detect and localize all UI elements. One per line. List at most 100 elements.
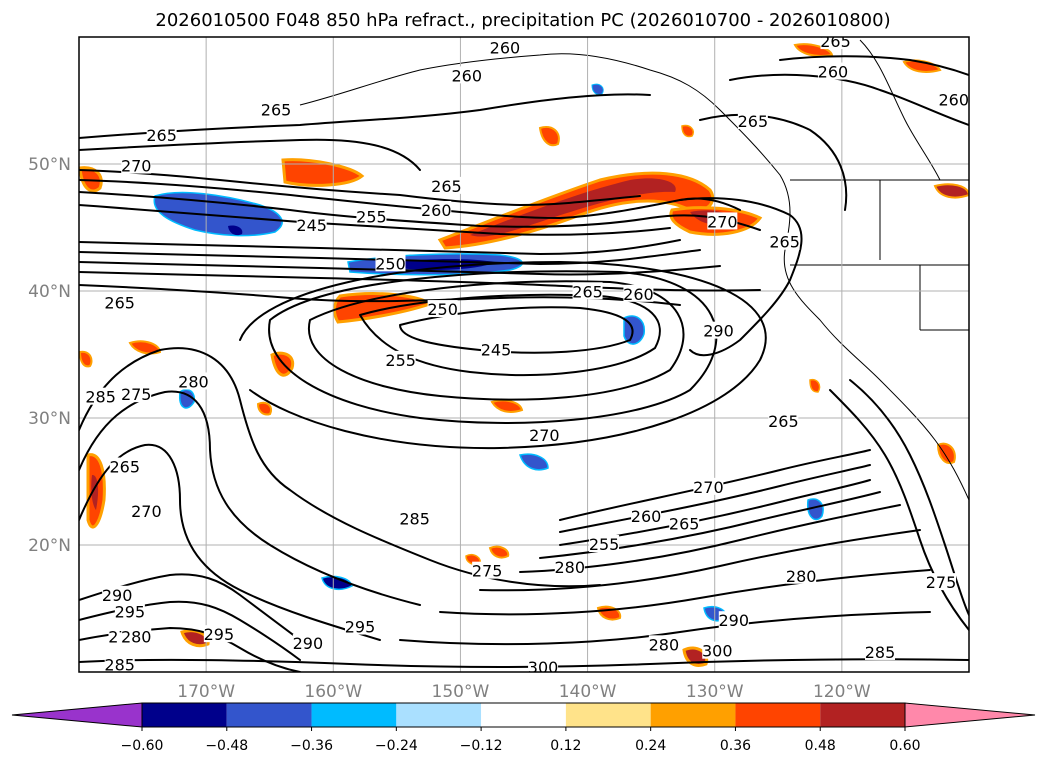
longitude-tick-label: 160°W — [304, 682, 362, 702]
contour-label-background — [203, 625, 234, 643]
contour-label: 285 — [85, 388, 116, 407]
colorbar-bin — [226, 703, 312, 727]
contour-label: 265 — [261, 101, 292, 120]
contour-label-background — [786, 566, 817, 584]
contour-label: 250 — [427, 300, 458, 319]
contour-label: 260 — [421, 201, 452, 220]
coastline — [299, 39, 969, 501]
contour-label-background — [121, 156, 152, 174]
contour-label: 285 — [104, 656, 135, 675]
contour-label-background — [768, 411, 799, 429]
contour-label: 270 — [131, 502, 162, 521]
longitude-tick-label: 150°W — [432, 682, 490, 702]
colorbar-tick-label: −0.60 — [121, 738, 164, 754]
contour-label: 295 — [345, 618, 376, 637]
contour-label-background — [292, 634, 323, 652]
contour-label: 245 — [481, 341, 512, 360]
contour-label-background — [375, 254, 406, 272]
contour-label: 290 — [719, 611, 750, 630]
longitude-tick-label: 130°W — [686, 682, 744, 702]
contour-label-background — [718, 611, 749, 629]
contour-label: 280 — [786, 567, 817, 586]
colorbar-tick-label: 0.12 — [550, 738, 581, 754]
colorbar-bin — [311, 703, 397, 727]
contour-label-background — [102, 585, 133, 603]
contour-label-background — [554, 557, 585, 575]
contour-label-background — [344, 617, 375, 635]
contour-label: 265 — [738, 112, 769, 131]
contour-label: 255 — [589, 535, 620, 554]
colorbar-bin — [396, 703, 482, 727]
contour-label: 290 — [293, 634, 324, 653]
colorbar-bin — [142, 703, 227, 727]
contour-label: 280 — [554, 558, 585, 577]
contour-label: 270 — [121, 157, 152, 176]
contour-label: 280 — [121, 628, 152, 647]
contour-label-background — [707, 212, 738, 230]
contour-label-background — [589, 535, 620, 552]
colorbar-tick-label: 0.36 — [720, 738, 751, 754]
contour-label: 300 — [528, 658, 559, 677]
contour-label-background — [85, 387, 116, 405]
contour-label: 290 — [102, 586, 133, 605]
contour-label-background — [472, 561, 503, 579]
contour-label: 275 — [472, 562, 503, 581]
contour-label-background — [737, 112, 768, 130]
colorbar-tick-label: −0.24 — [375, 738, 418, 754]
latitude-tick-label: 30°N — [28, 409, 71, 429]
contour-label: 260 — [818, 63, 849, 82]
contour-label-background — [385, 350, 416, 368]
contour-label: 260 — [490, 38, 521, 57]
contour-label: 265 — [104, 294, 135, 313]
colorbar-bin — [820, 703, 905, 727]
contour-label-background — [431, 176, 462, 194]
contour-label: 285 — [399, 510, 430, 529]
contour-label: 285 — [865, 643, 896, 662]
contour-label: 265 — [572, 282, 603, 301]
contour-label: 280 — [649, 635, 680, 654]
contour-label-background — [104, 293, 135, 311]
contour-label-background — [703, 321, 734, 339]
latitude-tick-label: 50°N — [28, 155, 71, 175]
contour-label: 245 — [296, 216, 327, 235]
colorbar-tick-label: −0.36 — [290, 738, 333, 754]
colorbar-extend-max — [904, 702, 1036, 728]
latitude-tick-labels: 50°N 40°N 30°N 20°N — [28, 155, 71, 556]
contour-label: 255 — [385, 351, 416, 370]
contour-label: 300 — [702, 642, 733, 661]
map-panel: 260 260 265 265 270 265 260 265 260 265 255 260 245 2… — [79, 37, 969, 677]
contour-label-background — [121, 627, 152, 645]
contour-label-background — [820, 37, 851, 50]
contour-label-background — [631, 507, 662, 525]
contour-label: 250 — [375, 254, 406, 273]
contour-label-background — [131, 501, 162, 519]
map-frame — [78, 36, 970, 673]
colorbar-bin — [565, 703, 651, 727]
contour-label: 265 — [431, 177, 462, 196]
contour-label-background — [121, 385, 152, 403]
contour-label: 295 — [115, 602, 146, 621]
contour-label-background — [399, 509, 430, 527]
contour-label-background — [427, 300, 458, 318]
colorbar-tick-label: −0.12 — [460, 738, 503, 754]
longitude-tick-labels: 170°W 160°W 150°W 140°W 130°W 120°W — [177, 682, 871, 702]
contour-label-background — [178, 372, 209, 390]
contour-label-background — [865, 642, 895, 660]
colorbar-extend-min — [11, 702, 143, 728]
longitude-tick-label: 120°W — [813, 682, 871, 702]
colorbar-tick-label: −0.48 — [205, 738, 248, 754]
contour-label-background — [481, 340, 512, 358]
contour-label: 260 — [938, 91, 969, 110]
contour-label: 260 — [631, 507, 662, 526]
contour-label: 265 — [109, 458, 140, 477]
contour-label-background — [421, 200, 452, 218]
contour-label-background — [817, 62, 848, 80]
colorbar-bin — [481, 703, 566, 727]
contour-label-background — [296, 216, 327, 234]
contour-label: 275 — [121, 385, 152, 404]
colorbar-tick-label: 0.60 — [889, 738, 920, 754]
contour-label: 265 — [146, 126, 177, 145]
longitude-tick-label: 140°W — [559, 682, 617, 702]
contour-label-background — [528, 658, 559, 672]
